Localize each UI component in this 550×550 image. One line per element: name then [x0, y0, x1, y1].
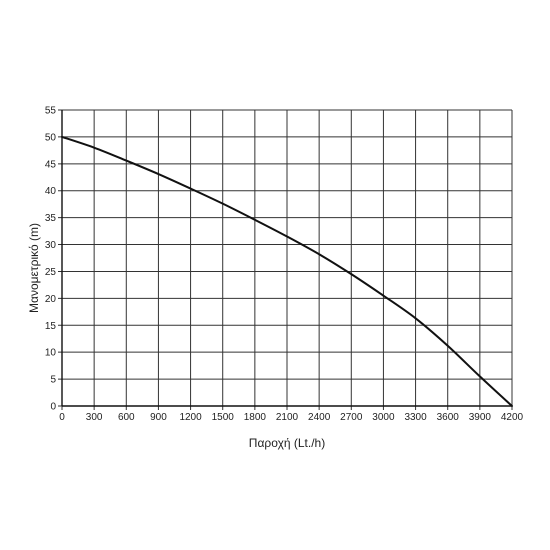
grid: [58, 109, 513, 410]
x-tick-label: 2400: [308, 412, 331, 423]
x-axis-label: Παροχή (Lt./h): [249, 436, 325, 450]
x-tick-label: 1800: [244, 412, 267, 423]
y-tick-label: 5: [50, 375, 56, 386]
x-tick-label: 3600: [437, 412, 460, 423]
y-tick-label: 10: [45, 348, 57, 359]
x-tick-label: 2700: [340, 412, 363, 423]
series-line-0: [61, 135, 513, 407]
y-tick-label: 50: [45, 132, 57, 143]
y-tick-label: 35: [45, 213, 57, 224]
x-tick-label: 900: [150, 412, 167, 423]
x-tick-label: 0: [59, 412, 65, 423]
x-tick-label: 300: [86, 412, 103, 423]
x-tick-label: 1500: [212, 412, 235, 423]
y-tick-label: 20: [45, 294, 57, 305]
y-tick-label: 55: [45, 106, 57, 117]
series-layer: [61, 135, 513, 407]
x-tick-label: 3000: [372, 412, 395, 423]
x-tick-labels: 0 300 600 900 1200 1500 1800 2100 2400 2700 3000 33…: [59, 412, 523, 423]
y-tick-labels: 0 5 10 15 20 25 30 35 40 45 50 55: [45, 106, 57, 413]
y-tick-label: 25: [45, 267, 57, 278]
y-tick-label: 30: [45, 240, 57, 251]
x-tick-label: 1200: [179, 412, 202, 423]
x-tick-label: 600: [118, 412, 135, 423]
x-tick-label: 2100: [276, 412, 299, 423]
x-tick-label: 3300: [404, 412, 427, 423]
x-tick-label: 4200: [501, 412, 524, 423]
y-tick-label: 0: [50, 402, 56, 413]
y-tick-label: 45: [45, 159, 57, 170]
y-tick-label: 40: [45, 186, 57, 197]
y-axis-label: Μανομετρικό (m): [27, 223, 41, 313]
y-tick-label: 15: [45, 321, 57, 332]
x-tick-label: 3900: [469, 412, 492, 423]
